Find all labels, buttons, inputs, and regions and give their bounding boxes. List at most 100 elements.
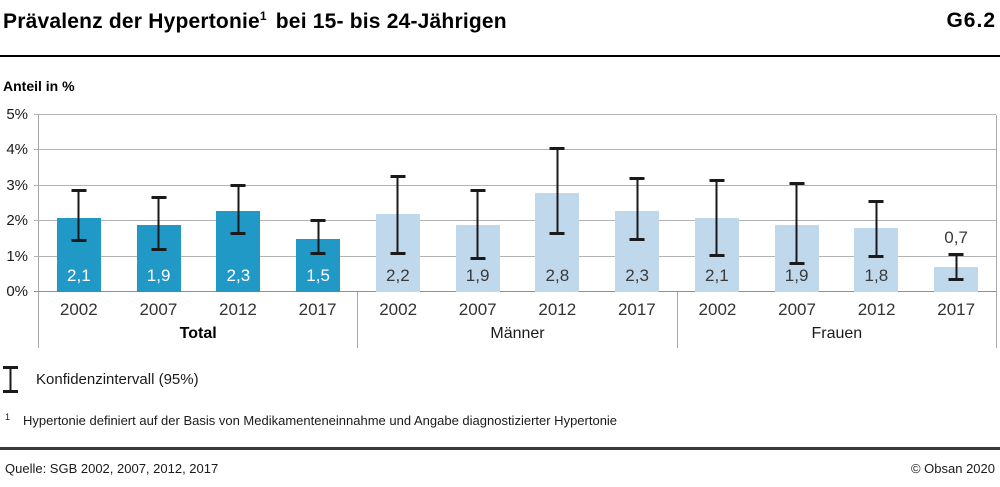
title-suffix: bei 15- bis 24-Jährigen <box>275 10 507 33</box>
year-label: 2007 <box>458 300 497 319</box>
bar-value-label: 2,1 <box>67 266 91 285</box>
bar-slot: 1,9 <box>438 115 518 292</box>
error-bar-cap <box>230 232 246 236</box>
x-group-total: 2002 2007 2012 2017 Total <box>39 292 359 348</box>
y-tick-label: 4% <box>6 141 28 159</box>
legend-label: Konfidenzintervall (95%) <box>36 371 199 388</box>
source-text: Quelle: SGB 2002, 2007, 2012, 2017 <box>5 461 219 476</box>
confidence-interval-icon <box>3 366 18 393</box>
y-tick-label: 2% <box>6 212 28 230</box>
year-label: 2002 <box>59 300 98 319</box>
bar-value-label: 2,2 <box>386 266 410 285</box>
gridline <box>34 255 996 257</box>
error-bar <box>789 182 805 266</box>
error-bar <box>310 219 326 255</box>
year-label: 2002 <box>379 300 418 319</box>
y-tick-label: 5% <box>6 106 28 123</box>
bar-slot: 2,3 <box>199 115 279 292</box>
x-group-männer: 2002 2007 2012 2017 Männer <box>358 292 678 348</box>
title-divider <box>0 55 1000 57</box>
bar-value-label: 0,7 <box>944 228 968 248</box>
footer: Quelle: SGB 2002, 2007, 2012, 2017 © Obs… <box>5 461 995 476</box>
error-bar <box>868 199 884 259</box>
year-label: 2012 <box>857 300 896 319</box>
footnote-text: Hypertonie definiert auf der Basis von M… <box>23 413 618 429</box>
page-title: Prävalenz der Hypertonie1 bei 15- bis 24-… <box>3 9 507 34</box>
error-bar <box>629 176 645 241</box>
gridline <box>34 184 996 186</box>
bar-group-frauen: 2,1 1,9 1,8 0,7 <box>677 115 996 292</box>
bar-value-label: 2,3 <box>226 266 251 285</box>
year-label: 2007 <box>778 300 816 319</box>
bar-value-label: 1,5 <box>306 266 330 285</box>
title-footnote-marker: 1 <box>259 9 267 23</box>
bar-slot: 2,8 <box>518 115 598 292</box>
bar-value-label: 1,8 <box>864 266 889 285</box>
bar-slot: 1,5 <box>278 115 358 292</box>
error-bar-cap <box>948 278 964 282</box>
group-label: Total <box>179 325 217 342</box>
error-bar-stem <box>636 177 639 240</box>
error-bar-cap <box>868 255 884 259</box>
error-bar <box>470 189 486 261</box>
copyright-text: © Obsan 2020 <box>910 461 995 476</box>
error-bar-cap <box>629 237 645 241</box>
x-group-frauen: 2002 2007 2012 2017 Frauen <box>678 292 996 348</box>
year-label: 2017 <box>298 300 337 319</box>
footer-divider <box>0 447 1000 450</box>
error-bar-stem <box>317 220 320 254</box>
bar-slot: 1,9 <box>119 115 199 292</box>
y-axis-title: Anteil in % <box>3 78 75 94</box>
bar-value-label: 2,8 <box>545 266 570 285</box>
legend: Konfidenzintervall (95%) <box>2 366 199 393</box>
bar-value-label: 1,9 <box>784 266 809 285</box>
group-label: Männer <box>490 325 545 342</box>
gridline <box>34 114 996 115</box>
year-labels: 2002 2007 2012 2017 <box>358 300 676 320</box>
error-bar <box>709 178 725 257</box>
x-axis-labels: 2002 2007 2012 2017 Total 2002 2007 2012 2017 Män… <box>38 292 997 348</box>
year-labels: 2002 2007 2012 2017 <box>39 300 357 320</box>
y-tick-label: 3% <box>6 176 28 194</box>
bar-value-label: 1,9 <box>465 266 490 285</box>
bar-slot: 2,1 <box>39 115 119 292</box>
year-label: 2002 <box>698 300 737 319</box>
header: Prävalenz der Hypertonie1 bei 15- bis 24-… <box>3 9 996 34</box>
figure-number: G6.2 <box>946 9 996 32</box>
bar-slot: 2,1 <box>677 115 757 292</box>
error-bar <box>390 175 406 255</box>
error-bar-cap <box>71 239 87 243</box>
x-axis-line <box>34 291 996 292</box>
error-bar <box>549 146 565 236</box>
error-bar-stem <box>715 179 718 256</box>
year-label: 2017 <box>937 300 976 319</box>
gridline <box>34 149 996 151</box>
title-text: Prävalenz der Hypertonie <box>3 10 260 33</box>
plot-area: 2,1 1,9 2,3 1,5 2,2 1,9 2,8 2,3 2,1 1,9 1,8 0,7 <box>34 114 997 292</box>
error-bar-stem <box>955 254 958 281</box>
bar-group-total: 2,1 1,9 2,3 1,5 <box>39 115 358 292</box>
year-label: 2007 <box>139 300 178 319</box>
bar-value-label: 1,9 <box>146 266 171 285</box>
error-bar-stem <box>795 183 798 265</box>
year-label: 2017 <box>617 300 656 319</box>
error-bar-cap <box>709 253 725 257</box>
error-bar-stem <box>476 190 479 260</box>
y-tick-label: 1% <box>6 247 28 265</box>
bar-value-label: 2,1 <box>705 266 729 285</box>
error-bar-cap <box>789 262 805 266</box>
error-bar-cap <box>549 232 565 236</box>
error-bar <box>71 189 87 243</box>
error-bar <box>230 184 246 236</box>
bar-value-label: 2,3 <box>625 266 649 285</box>
error-bar-cap <box>470 257 486 261</box>
error-bar <box>948 253 964 282</box>
footnote-marker: 1 <box>5 412 11 422</box>
gridline <box>34 220 996 222</box>
error-bar-stem <box>875 200 878 258</box>
bar-slot: 1,8 <box>837 115 917 292</box>
error-bar-stem <box>556 147 559 235</box>
error-bar-cap <box>310 251 326 255</box>
bar-slot: 2,3 <box>597 115 677 292</box>
